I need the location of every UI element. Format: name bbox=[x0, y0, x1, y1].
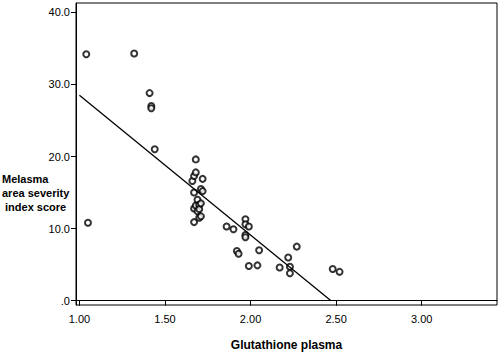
svg-text:2.00: 2.00 bbox=[240, 313, 261, 325]
svg-text:20.0: 20.0 bbox=[49, 151, 70, 163]
svg-text:1.50: 1.50 bbox=[154, 313, 175, 325]
svg-text:1.00: 1.00 bbox=[69, 313, 90, 325]
svg-text:10.0: 10.0 bbox=[49, 223, 70, 235]
svg-text:area severity: area severity bbox=[2, 187, 70, 199]
svg-text:30.0: 30.0 bbox=[49, 78, 70, 90]
svg-text:Melasma: Melasma bbox=[2, 173, 52, 185]
svg-text:2.50: 2.50 bbox=[325, 313, 346, 325]
svg-text:3.00: 3.00 bbox=[411, 313, 432, 325]
svg-text:Glutathione plasma: Glutathione plasma bbox=[231, 338, 343, 352]
svg-text:.0: .0 bbox=[61, 295, 70, 307]
svg-text:index score: index score bbox=[2, 201, 66, 213]
svg-text:40.0: 40.0 bbox=[49, 6, 70, 18]
